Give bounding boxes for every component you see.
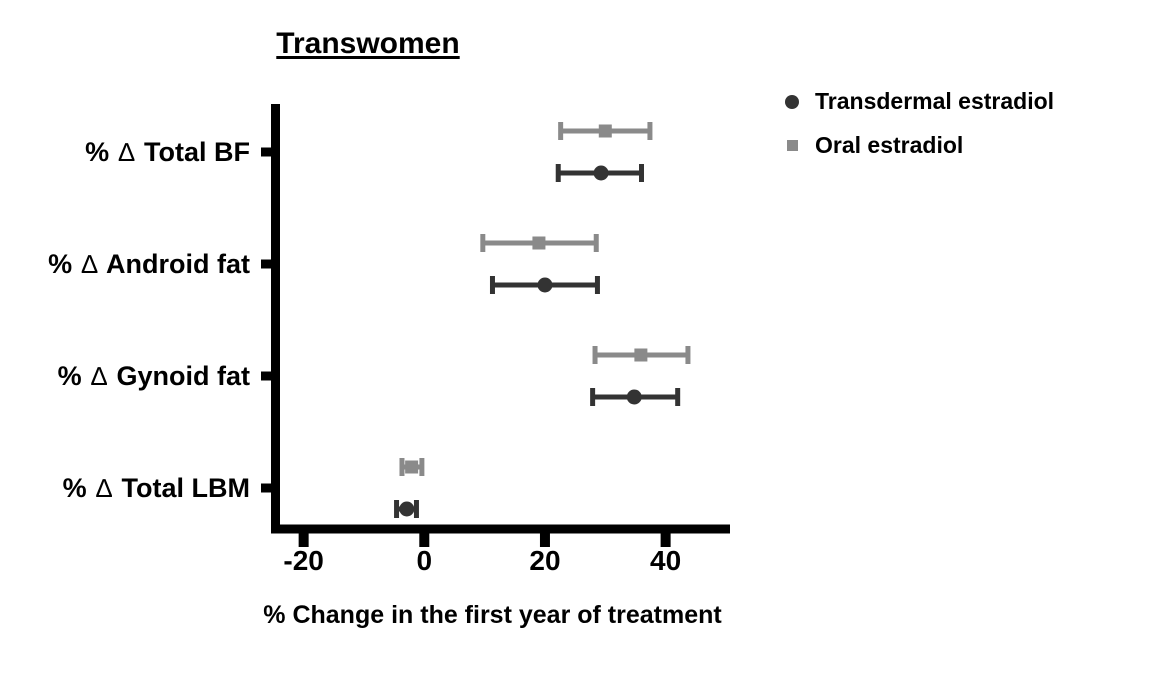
legend-label-transdermal: Transdermal estradiol	[815, 88, 1055, 114]
data-point-marker	[405, 460, 419, 474]
x-axis-label: % Change in the first year of treatment	[263, 601, 722, 629]
category-label: % ∆ Total BF	[85, 137, 250, 167]
x-tick-label: 20	[529, 545, 560, 576]
category-label: % ∆ Android fat	[48, 249, 250, 279]
data-point-marker	[537, 277, 553, 293]
data-point-marker	[634, 348, 648, 362]
legend-label-oral: Oral estradiol	[815, 132, 964, 158]
circle-marker-icon	[785, 94, 799, 109]
data-point-marker	[532, 236, 546, 250]
delta-icon: ∆	[118, 137, 135, 167]
chart-title: Transwomen	[276, 27, 460, 60]
category-label: % ∆ Total LBM	[62, 473, 250, 503]
delta-icon: ∆	[96, 473, 113, 503]
delta-icon: ∆	[91, 361, 107, 391]
legend: Transdermal estradiol Oral estradiol	[785, 88, 1054, 159]
legend-item-oral: Oral estradiol	[785, 132, 1054, 159]
x-tick-label: 40	[650, 545, 681, 576]
data-point-marker	[593, 165, 609, 181]
legend-item-transdermal: Transdermal estradiol	[785, 88, 1054, 115]
data-point-marker	[626, 389, 642, 405]
square-marker-icon	[786, 140, 798, 151]
category-label: % ∆ Gynoid fat	[57, 361, 250, 391]
x-tick-label: -20	[283, 545, 323, 576]
x-tick-label: 0	[417, 545, 433, 576]
delta-icon: ∆	[81, 249, 98, 279]
data-point-marker	[598, 124, 612, 138]
data-point-marker	[399, 501, 415, 517]
